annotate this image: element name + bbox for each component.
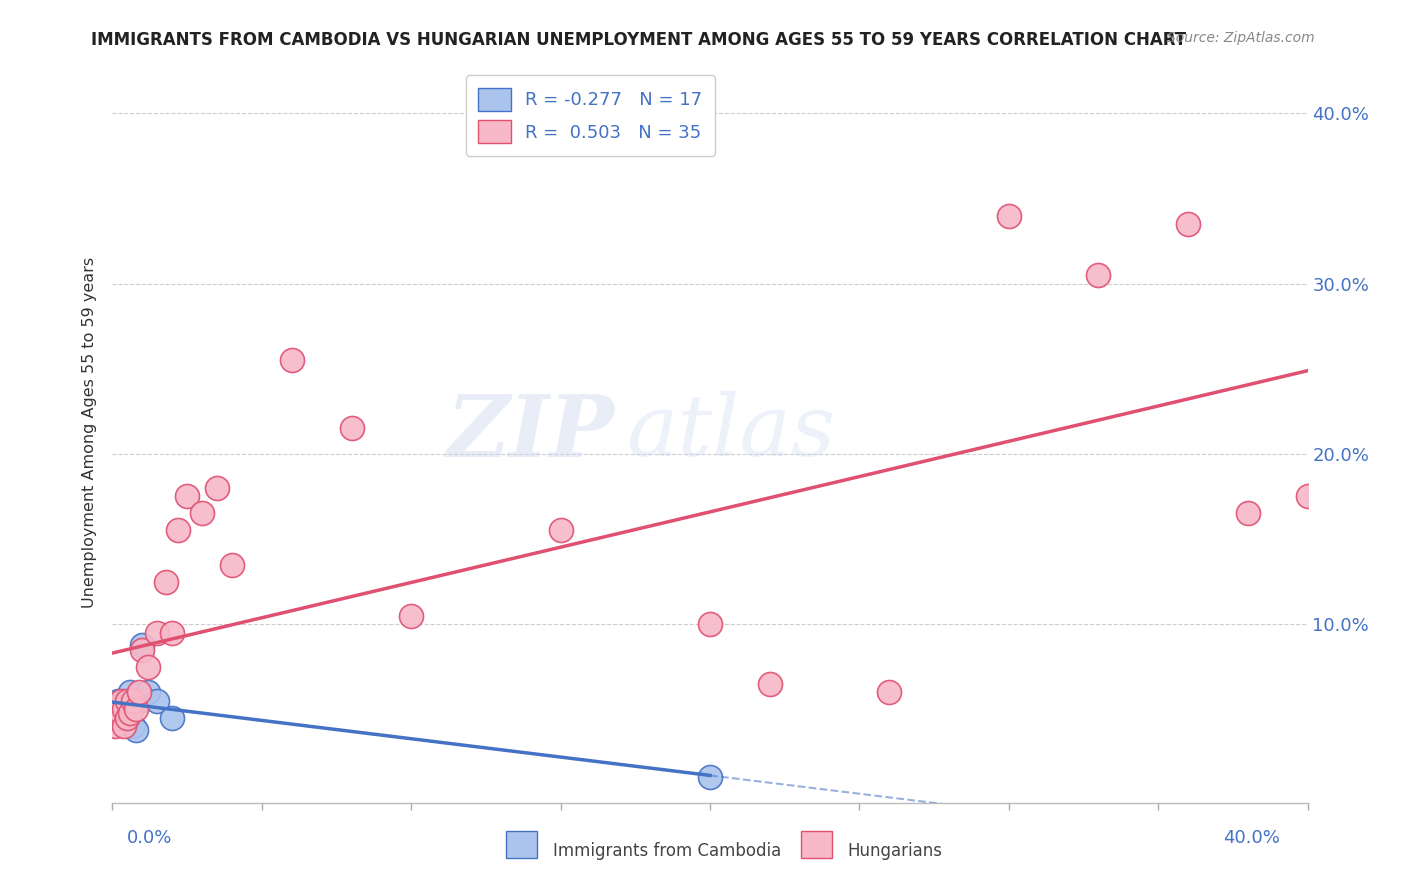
Point	[759, 676, 782, 690]
Point	[120, 685, 142, 699]
Point	[125, 702, 148, 716]
Point	[138, 659, 160, 673]
Point	[110, 694, 132, 708]
Point	[107, 694, 129, 708]
Point	[110, 702, 132, 716]
Point	[128, 685, 150, 699]
Point	[114, 719, 135, 733]
Point	[191, 507, 214, 521]
Point	[117, 711, 139, 725]
Point	[120, 706, 142, 720]
Point	[114, 706, 135, 720]
Point	[205, 481, 228, 495]
Point	[107, 706, 129, 720]
Point	[401, 608, 423, 623]
Point	[122, 694, 145, 708]
Point	[550, 524, 572, 538]
Point	[1177, 217, 1199, 231]
Point	[110, 706, 132, 720]
Point	[107, 711, 129, 725]
Legend: R = -0.277   N = 17, R =  0.503   N = 35: R = -0.277 N = 17, R = 0.503 N = 35	[465, 75, 716, 156]
Point	[131, 642, 153, 657]
Point	[699, 617, 721, 632]
Text: IMMIGRANTS FROM CAMBODIA VS HUNGARIAN UNEMPLOYMENT AMONG AGES 55 TO 59 YEARS COR: IMMIGRANTS FROM CAMBODIA VS HUNGARIAN UN…	[91, 31, 1187, 49]
Point	[281, 353, 304, 368]
Point	[699, 770, 721, 784]
Point	[114, 702, 135, 716]
Point	[117, 698, 139, 713]
Text: Hungarians: Hungarians	[848, 842, 943, 860]
Point	[117, 694, 139, 708]
Text: 40.0%: 40.0%	[1223, 829, 1279, 847]
Text: atlas: atlas	[627, 392, 835, 474]
Point	[155, 574, 177, 589]
Point	[1296, 490, 1319, 504]
Point	[1087, 268, 1109, 283]
Point	[340, 421, 363, 435]
Point	[146, 625, 169, 640]
Point	[107, 702, 129, 716]
Point	[128, 694, 150, 708]
Y-axis label: Unemployment Among Ages 55 to 59 years: Unemployment Among Ages 55 to 59 years	[82, 257, 97, 608]
Point	[110, 711, 132, 725]
Point	[221, 558, 243, 572]
Point	[176, 490, 198, 504]
Point	[104, 702, 127, 716]
Point	[1237, 507, 1260, 521]
Point	[122, 719, 145, 733]
Point	[998, 209, 1021, 223]
Point	[131, 638, 153, 652]
Text: ZIP: ZIP	[447, 391, 614, 475]
Point	[125, 723, 148, 737]
Point	[162, 711, 183, 725]
Text: Source: ZipAtlas.com: Source: ZipAtlas.com	[1167, 31, 1315, 45]
Point	[114, 694, 135, 708]
Point	[879, 685, 901, 699]
Text: Immigrants from Cambodia: Immigrants from Cambodia	[553, 842, 780, 860]
Point	[167, 524, 190, 538]
Point	[104, 719, 127, 733]
Point	[162, 625, 183, 640]
Point	[138, 685, 160, 699]
Point	[146, 694, 169, 708]
Text: 0.0%: 0.0%	[127, 829, 172, 847]
